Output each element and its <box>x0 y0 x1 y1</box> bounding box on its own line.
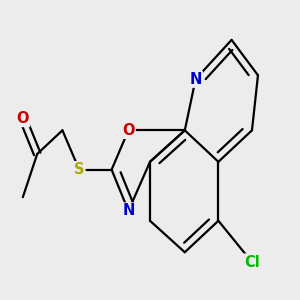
Text: N: N <box>189 72 202 87</box>
Text: O: O <box>122 123 135 138</box>
Text: Cl: Cl <box>244 255 260 270</box>
Text: S: S <box>74 162 85 177</box>
Text: O: O <box>16 111 29 126</box>
Text: N: N <box>122 203 135 218</box>
